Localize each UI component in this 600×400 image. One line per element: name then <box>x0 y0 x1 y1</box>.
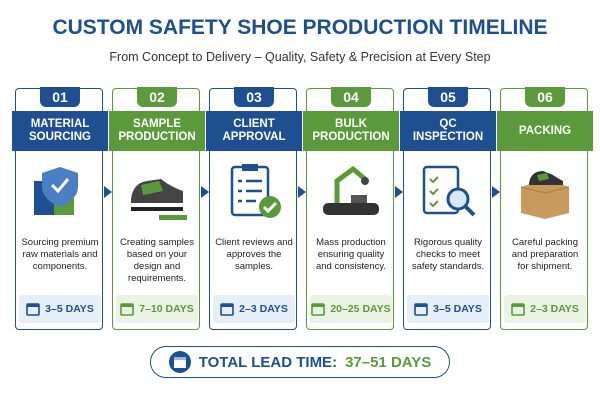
step-number: 06 <box>525 87 565 107</box>
calendar-icon <box>311 303 326 316</box>
arrow <box>201 186 209 198</box>
step-number: 04 <box>331 87 371 107</box>
calendar-icon <box>511 303 525 316</box>
arrow <box>298 186 306 198</box>
step-icon <box>422 165 476 217</box>
step-title: BULK PRODUCTION <box>303 111 399 151</box>
step-description: Creating samples based on your design an… <box>120 237 194 284</box>
duration-text: 2–3 DAYS <box>239 303 288 315</box>
step-icon <box>34 167 78 215</box>
duration-text: 3–5 DAYS <box>433 303 482 315</box>
step-description: Client reviews and approves the samples. <box>215 237 293 272</box>
step-card: 01 MATERIAL SOURCING Sourcing premium raw … <box>12 87 108 330</box>
arrow <box>104 186 112 198</box>
total-value: 37–51 DAYS <box>345 353 432 371</box>
step-card: 03 CLIENT APPROVAL Client reviews and appr… <box>206 87 302 330</box>
step-description: Careful packing and preparation for ship… <box>511 237 579 272</box>
step-icon <box>520 171 570 219</box>
total-lead-time: TOTAL LEAD TIME: 37–51 DAYS <box>150 346 450 378</box>
step-card: 06 PACKING Careful packing and preparation… <box>497 87 593 330</box>
step-number: 01 <box>40 87 80 107</box>
step-icon <box>323 165 379 215</box>
step-title: SAMPLE PRODUCTION <box>109 111 205 151</box>
total-label: TOTAL LEAD TIME: <box>198 353 338 371</box>
step-duration: 3–5 DAYS <box>407 295 489 323</box>
step-title: MATERIAL SOURCING <box>12 111 108 151</box>
step-title: CLIENT APPROVAL <box>206 111 302 151</box>
step-number: 02 <box>137 87 177 107</box>
step-description: Rigorous quality checks to meet safety s… <box>411 237 485 272</box>
step-duration: 20–25 DAYS <box>310 295 392 323</box>
calendar-icon <box>26 303 40 316</box>
arrow <box>492 186 500 198</box>
calendar-icon <box>120 303 135 316</box>
step-number: 03 <box>234 87 274 107</box>
step-duration: 2–3 DAYS <box>504 295 586 323</box>
step-icon <box>230 164 281 218</box>
title: CUSTOM SAFETY SHOE PRODUCTION TIMELINE <box>52 16 548 39</box>
subtitle: From Concept to Delivery – Quality, Safe… <box>109 50 491 64</box>
calendar-icon <box>168 351 191 373</box>
step-title: QC INSPECTION <box>400 111 496 151</box>
calendar-icon <box>220 303 234 316</box>
duration-text: 20–25 DAYS <box>330 303 391 315</box>
step-description: Sourcing premium raw materials and compo… <box>21 237 99 272</box>
step-card: 04 BULK PRODUCTION Mass production ensurin… <box>303 87 399 330</box>
step-card: 02 SAMPLE PRODUCTION Creating samples base… <box>109 87 205 330</box>
step-number: 05 <box>428 87 468 107</box>
step-description: Mass production ensuring quality and con… <box>315 237 387 272</box>
step-duration: 7–10 DAYS <box>116 295 198 323</box>
duration-text: 3–5 DAYS <box>45 303 94 315</box>
step-duration: 2–3 DAYS <box>213 295 295 323</box>
arrow <box>395 186 403 198</box>
calendar-icon <box>414 303 428 316</box>
duration-text: 7–10 DAYS <box>139 303 194 315</box>
step-card: 05 QC INSPECTION Rigorous quality checks t… <box>400 87 496 330</box>
step-duration: 3–5 DAYS <box>19 295 101 323</box>
duration-text: 2–3 DAYS <box>530 303 579 315</box>
step-title: PACKING <box>497 111 593 151</box>
step-icon <box>131 179 187 220</box>
